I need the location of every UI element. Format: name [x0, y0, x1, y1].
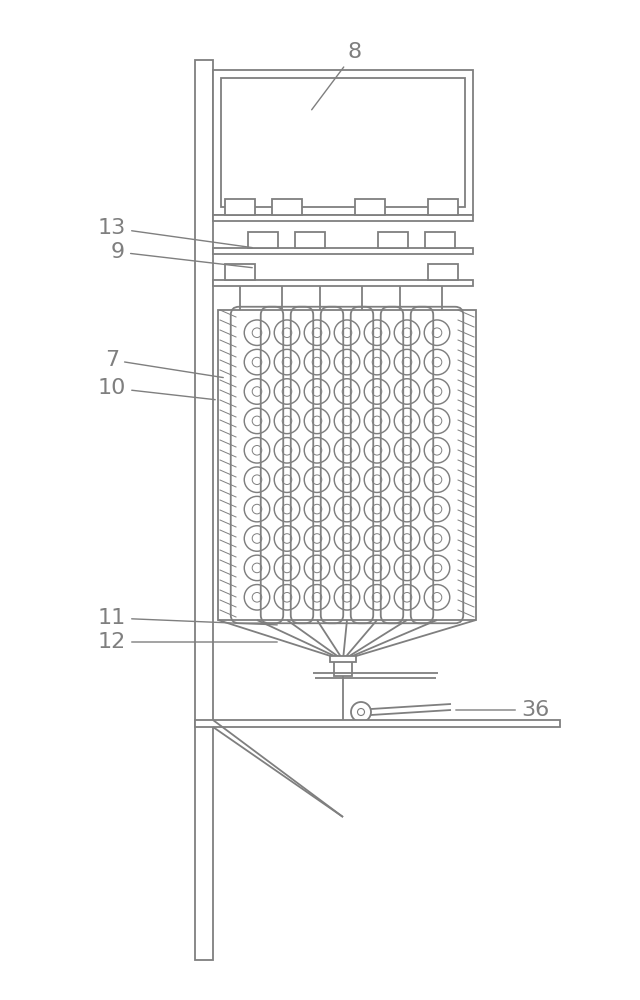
- Bar: [428, 264, 458, 280]
- Text: 7: 7: [105, 350, 223, 378]
- Bar: [355, 199, 385, 215]
- Text: 10: 10: [98, 378, 215, 400]
- Bar: [378, 232, 408, 248]
- Bar: [428, 199, 458, 215]
- Bar: [225, 264, 255, 280]
- Text: 11: 11: [98, 608, 277, 628]
- Bar: [195, 720, 560, 727]
- Bar: [295, 232, 325, 248]
- Bar: [213, 248, 473, 254]
- Bar: [272, 199, 302, 215]
- Text: 12: 12: [98, 632, 277, 652]
- Bar: [218, 310, 476, 620]
- Text: 8: 8: [312, 42, 362, 110]
- Bar: [334, 660, 352, 676]
- Bar: [248, 232, 278, 248]
- Text: 9: 9: [111, 242, 252, 268]
- Bar: [221, 78, 465, 207]
- Bar: [330, 656, 356, 662]
- Bar: [225, 199, 255, 215]
- Bar: [425, 232, 455, 248]
- Bar: [213, 215, 473, 221]
- Text: 13: 13: [98, 218, 252, 248]
- Bar: [213, 280, 473, 286]
- Bar: [213, 70, 473, 215]
- Text: 36: 36: [456, 700, 549, 720]
- Bar: [195, 60, 213, 960]
